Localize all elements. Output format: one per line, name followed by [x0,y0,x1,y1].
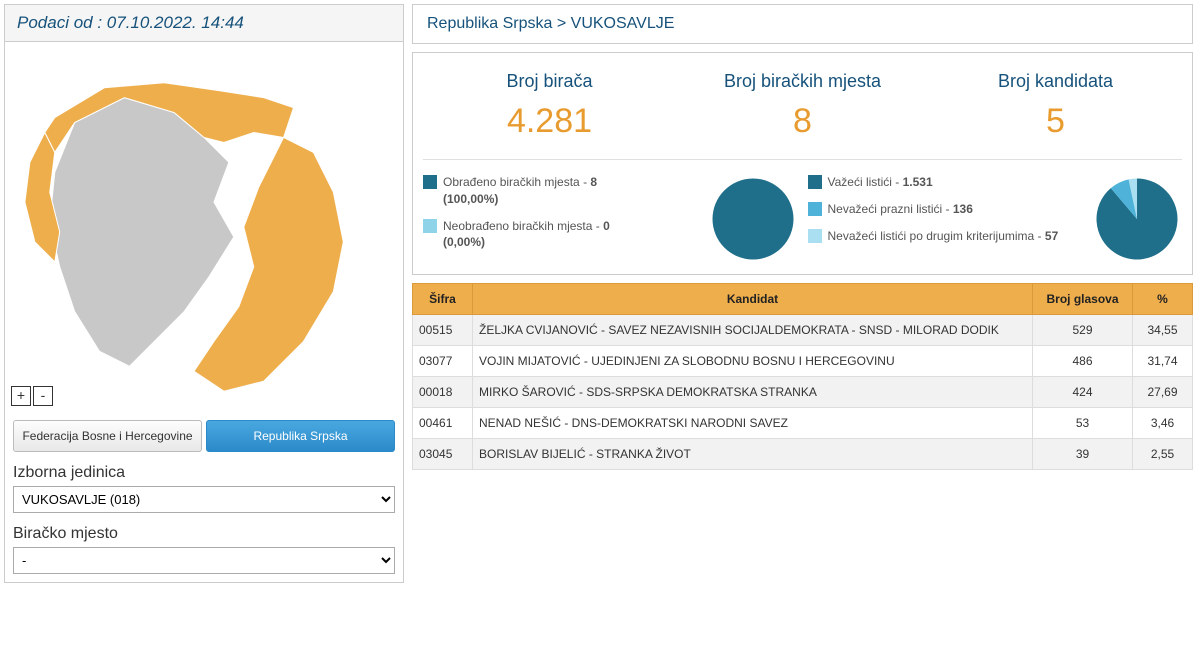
results-body: 00515ŽELJKA CVIJANOVIĆ - SAVEZ NEZAVISNI… [413,315,1193,470]
zoom-in-button[interactable]: + [11,386,31,406]
stat-mjesta-value: 8 [676,102,929,141]
cell-glasova: 529 [1033,315,1133,346]
cell-glasova: 486 [1033,346,1133,377]
table-row: 03045BORISLAV BIJELIĆ - STRANKA ŽIVOT392… [413,439,1193,470]
cell-glasova: 424 [1033,377,1133,408]
stat-kandidata-value: 5 [929,102,1182,141]
cell-sifra: 00515 [413,315,473,346]
pie-ballots-svg [1092,174,1182,264]
cell-sifra: 03077 [413,346,473,377]
map-area[interactable]: + - [5,42,403,412]
header-prefix: Podaci od : [17,13,107,32]
cell-kandidat: VOJIN MIJATOVIĆ - UJEDINJENI ZA SLOBODNU… [473,346,1033,377]
table-row: 00461NENAD NEŠIĆ - DNS-DEMOKRATSKI NAROD… [413,408,1193,439]
legend-processed: Obrađeno biračkih mjesta - 8(100,00%) Neo… [423,174,700,261]
biracko-mjesto-label: Biračko mjesto [13,525,395,543]
legend-swatch [808,175,822,189]
legend-text: Neobrađeno biračkih mjesta - 0(0,00%) [443,218,610,252]
bih-map-svg [5,42,403,412]
breadcrumb-parent[interactable]: Republika Srpska [427,15,552,32]
stat-mjesta: Broj biračkih mjesta 8 [676,71,929,141]
cell-sifra: 03045 [413,439,473,470]
cell-glasova: 53 [1033,408,1133,439]
legend-swatch [423,219,437,233]
cell-pct: 31,74 [1133,346,1193,377]
legend-text: Obrađeno biračkih mjesta - 8(100,00%) [443,174,597,208]
cell-kandidat: ŽELJKA CVIJANOVIĆ - SAVEZ NEZAVISNIH SOC… [473,315,1033,346]
zoom-out-button[interactable]: - [33,386,53,406]
legend-text: Važeći listići - 1.531 [828,174,933,191]
table-row: 00018MIRKO ŠAROVIĆ - SDS-SRPSKA DEMOKRAT… [413,377,1193,408]
th-kandidat: Kandidat [473,284,1033,315]
legend-text: Nevažeći prazni listići - 136 [828,201,973,218]
table-row: 00515ŽELJKA CVIJANOVIĆ - SAVEZ NEZAVISNI… [413,315,1193,346]
zoom-controls: + - [11,386,53,406]
th-sifra: Šifra [413,284,473,315]
cell-pct: 34,55 [1133,315,1193,346]
legend-item: Neobrađeno biračkih mjesta - 0(0,00%) [423,218,700,252]
th-pct: % [1133,284,1193,315]
cell-sifra: 00018 [413,377,473,408]
stats-box: Broj birača 4.281 Broj biračkih mjesta 8… [412,52,1193,275]
legend-swatch [808,202,822,216]
breadcrumb: Republika Srpska > VUKOSAVLJE [412,4,1193,44]
legend-item: Važeći listići - 1.531 [808,174,1085,191]
stat-biraca: Broj birača 4.281 [423,71,676,141]
legend-item: Nevažeći prazni listići - 136 [808,201,1085,218]
biracko-mjesto-select[interactable]: - [13,547,395,574]
region-tabs: Federacija Bosne i Hercegovine Republika… [5,412,403,460]
data-timestamp-header: Podaci od : 07.10.2022. 14:44 [5,5,403,42]
table-row: 03077VOJIN MIJATOVIĆ - UJEDINJENI ZA SLO… [413,346,1193,377]
stat-kandidata: Broj kandidata 5 [929,71,1182,141]
stat-biraca-value: 4.281 [423,102,676,141]
cell-pct: 2,55 [1133,439,1193,470]
stat-kandidata-label: Broj kandidata [929,71,1182,92]
izborna-jedinica-select[interactable]: VUKOSAVLJE (018) [13,486,395,513]
tab-rs[interactable]: Republika Srpska [206,420,395,452]
results-table: Šifra Kandidat Broj glasova % 00515ŽELJK… [412,283,1193,470]
cell-sifra: 00461 [413,408,473,439]
chart-processed: Obrađeno biračkih mjesta - 8(100,00%) Neo… [423,174,798,264]
pie-processed [708,174,798,264]
legend-item: Nevažeći listići po drugim kriterijumima… [808,228,1085,245]
th-glasova: Broj glasova [1033,284,1133,315]
legend-swatch [423,175,437,189]
right-panel: Republika Srpska > VUKOSAVLJE Broj birač… [412,4,1193,583]
breadcrumb-current: VUKOSAVLJE [571,15,675,32]
left-panel: Podaci od : 07.10.2022. 14:44 + - Federa… [4,4,404,583]
pie-ballots [1092,174,1182,264]
legend-ballots: Važeći listići - 1.531 Nevažeći prazni li… [808,174,1085,254]
tab-fbih[interactable]: Federacija Bosne i Hercegovine [13,420,202,452]
pie-processed-svg [708,174,798,264]
cell-kandidat: MIRKO ŠAROVIĆ - SDS-SRPSKA DEMOKRATSKA S… [473,377,1033,408]
legend-item: Obrađeno biračkih mjesta - 8(100,00%) [423,174,700,208]
izborna-jedinica-label: Izborna jedinica [13,464,395,482]
stat-mjesta-label: Broj biračkih mjesta [676,71,929,92]
breadcrumb-sep: > [552,15,570,32]
stats-row: Broj birača 4.281 Broj biračkih mjesta 8… [423,71,1182,141]
cell-pct: 27,69 [1133,377,1193,408]
cell-kandidat: BORISLAV BIJELIĆ - STRANKA ŽIVOT [473,439,1033,470]
cell-kandidat: NENAD NEŠIĆ - DNS-DEMOKRATSKI NARODNI SA… [473,408,1033,439]
cell-pct: 3,46 [1133,408,1193,439]
charts-row: Obrađeno biračkih mjesta - 8(100,00%) Neo… [423,159,1182,264]
legend-text: Nevažeći listići po drugim kriterijumima… [828,228,1059,245]
stat-biraca-label: Broj birača [423,71,676,92]
chart-ballots: Važeći listići - 1.531 Nevažeći prazni li… [808,174,1183,264]
cell-glasova: 39 [1033,439,1133,470]
legend-swatch [808,229,822,243]
header-date: 07.10.2022. 14:44 [107,13,244,32]
